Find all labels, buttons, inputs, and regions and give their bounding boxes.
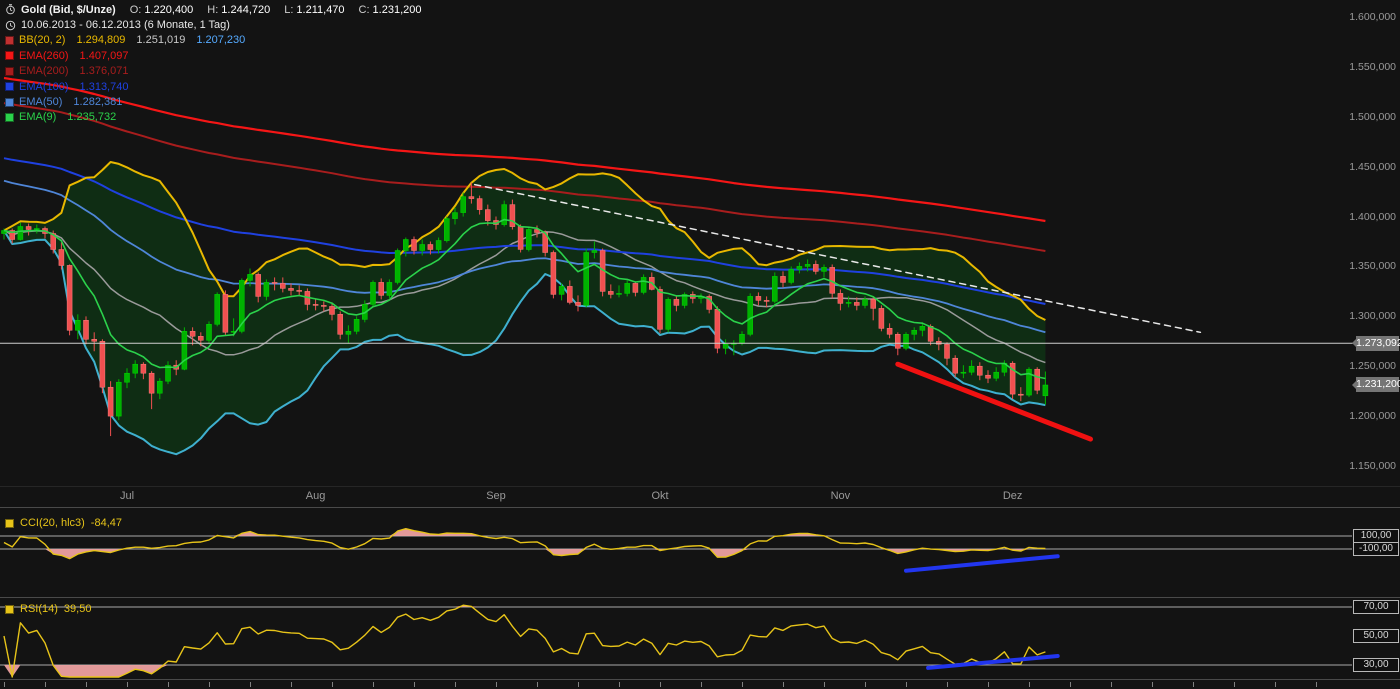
open-value: O: 1.220,400 <box>129 3 194 16</box>
rsi-label: RSI(14) <box>20 603 58 615</box>
main-chart-legend: Gold (Bid, $/Unze) O: 1.220,400 H: 1.244,7… <box>5 2 421 125</box>
rsi-value: 39,50 <box>63 603 92 615</box>
cci-label: CCI(20, hlc3) <box>20 517 85 529</box>
ema9-swatch <box>5 112 14 122</box>
price-badge-last: 1.231,200 <box>1352 377 1400 393</box>
ema100-label: EMA(100) <box>19 80 69 93</box>
cci-panel-plot[interactable] <box>0 528 1352 573</box>
cci-line <box>3 528 1046 560</box>
ema260-line <box>3 76 1046 223</box>
bb-lower-line <box>3 229 1046 456</box>
bb-swatch <box>5 35 14 45</box>
legend-item-ema50[interactable]: EMA(50) 1.282,381 <box>5 94 421 109</box>
panel-separator <box>0 597 1400 598</box>
date-range: 10.06.2013 - 06.12.2013 (6 Monate, 1 Tag… <box>21 19 230 32</box>
rsi-line <box>3 604 1046 678</box>
cci-overbought-fill <box>4 528 1046 536</box>
bb-middle-value: 1.251,019 <box>136 34 186 47</box>
bb-upper-line <box>3 161 1046 321</box>
main-chart-plot[interactable] <box>1 76 1049 456</box>
ema9-line <box>3 218 1046 380</box>
ema200-value: 1.376,071 <box>79 65 129 78</box>
bb-label: BB(20, 2) <box>19 34 66 47</box>
cci-value: -84,47 <box>90 517 122 529</box>
ema260-value: 1.407,097 <box>79 49 129 62</box>
dashed-downtrend-line[interactable] <box>473 183 1202 334</box>
cci-legend[interactable]: CCI(20, hlc3) -84,47 <box>5 517 122 529</box>
legend-item-ema9[interactable]: EMA(9) 1.235,732 <box>5 110 421 125</box>
red-downtrend-line[interactable] <box>895 361 1093 442</box>
instrument-header-row: Gold (Bid, $/Unze) O: 1.220,400 H: 1.244,7… <box>5 2 421 17</box>
panel-separator <box>0 679 1400 680</box>
ema50-swatch <box>5 97 14 107</box>
bb-middle-line <box>3 229 1046 364</box>
candlestick-series <box>1 182 1049 437</box>
cci-oversold-fill <box>4 549 1046 559</box>
ema260-swatch <box>5 51 14 61</box>
low-value: L: 1.211,470 <box>284 3 345 16</box>
date-range-row: 10.06.2013 - 06.12.2013 (6 Monate, 1 Tag… <box>5 17 421 32</box>
legend-item-ema200[interactable]: EMA(200) 1.376,071 <box>5 64 421 79</box>
legend-item-ema260[interactable]: EMA(260) 1.407,097 <box>5 48 421 63</box>
ema100-swatch <box>5 82 14 92</box>
high-value: H: 1.244,720 <box>207 3 271 16</box>
bollinger-fill <box>4 162 1046 455</box>
ema260-label: EMA(260) <box>19 49 69 62</box>
cci-trendline[interactable] <box>904 554 1060 573</box>
ema50-line <box>3 179 1046 334</box>
ema100-value: 1.313,740 <box>79 80 129 93</box>
panel-separator <box>0 507 1400 508</box>
rsi-trendline[interactable] <box>926 654 1060 670</box>
ema9-label: EMA(9) <box>19 111 57 124</box>
rsi-legend[interactable]: RSI(14) 39,50 <box>5 603 91 615</box>
ema200-swatch <box>5 66 14 76</box>
cci-swatch <box>5 518 14 528</box>
ema100-line <box>3 157 1046 305</box>
legend-item-ema100[interactable]: EMA(100) 1.313,740 <box>5 79 421 94</box>
instrument-name: Gold (Bid, $/Unze) <box>21 3 116 16</box>
clock-icon <box>5 4 16 15</box>
bb-upper-value: 1.294,809 <box>76 34 126 47</box>
close-value: C: 1.231,200 <box>358 3 422 16</box>
legend-item-bb[interactable]: BB(20, 2) 1.294,809 1.251,019 1.207,230 <box>5 33 421 48</box>
ema200-line <box>3 102 1046 252</box>
ema200-label: EMA(200) <box>19 65 69 78</box>
rsi-panel-plot[interactable] <box>0 604 1352 678</box>
ema50-label: EMA(50) <box>19 96 63 109</box>
panel-separator <box>0 486 1400 487</box>
calendar-icon <box>5 20 16 31</box>
ema50-value: 1.282,381 <box>73 96 123 109</box>
price-badge-support: 1.273,092 <box>1352 335 1400 351</box>
ema9-value: 1.235,732 <box>67 111 117 124</box>
rsi-oversold-fill <box>4 665 1046 677</box>
rsi-swatch <box>5 604 14 614</box>
bb-lower-value: 1.207,230 <box>196 34 246 47</box>
